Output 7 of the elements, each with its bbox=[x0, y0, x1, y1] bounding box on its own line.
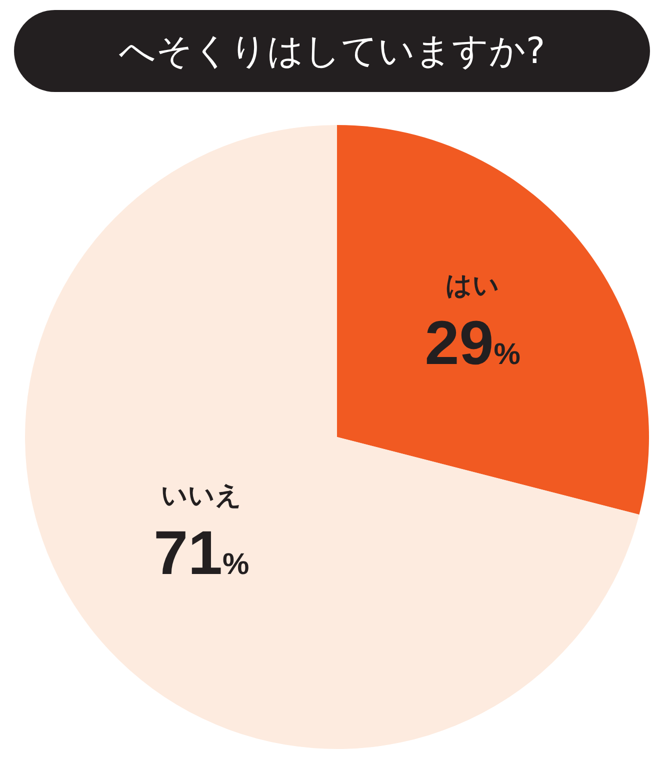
slice-label: いいえ bbox=[160, 481, 242, 512]
pie-slice bbox=[337, 125, 649, 515]
data-label: 71% bbox=[154, 519, 250, 588]
pie-slice bbox=[25, 125, 640, 749]
data-label: 29% bbox=[424, 308, 520, 378]
chart-title: へそくりはしていますか? bbox=[14, 10, 650, 92]
slice-label: はい bbox=[446, 270, 500, 301]
